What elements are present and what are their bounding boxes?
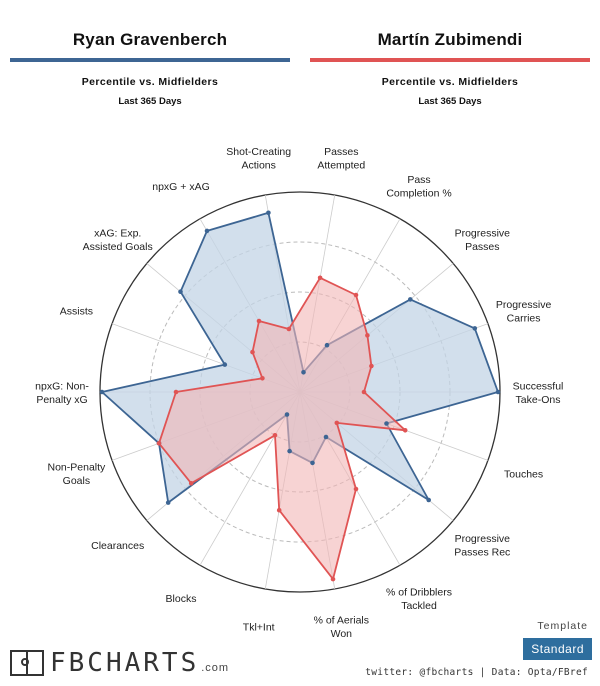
player-subtitle: Percentile vs. Midfielders bbox=[381, 76, 519, 88]
data-point bbox=[287, 448, 292, 454]
data-point bbox=[301, 370, 306, 375]
data-point bbox=[286, 326, 292, 332]
axis-label: Touches bbox=[504, 468, 543, 480]
data-point bbox=[408, 297, 413, 302]
data-point bbox=[178, 289, 183, 295]
data-point bbox=[260, 376, 265, 381]
axis-label: % of Aerials Won bbox=[314, 615, 369, 641]
data-point bbox=[323, 434, 329, 440]
axis-label: % of Dribblers Tackled bbox=[386, 586, 452, 612]
logo-suffix: .com bbox=[201, 662, 230, 674]
player-header-gravenberch: Ryan Gravenberch Percentile vs. Midfield… bbox=[10, 30, 290, 107]
data-point bbox=[330, 576, 336, 582]
axis-label: Tkl+Int bbox=[243, 621, 275, 633]
axis-label: Blocks bbox=[166, 593, 197, 605]
axis-label: Progressive Carries bbox=[496, 299, 552, 325]
data-point bbox=[426, 497, 432, 503]
player-period: Last 365 Days bbox=[118, 96, 182, 107]
data-point bbox=[99, 389, 105, 395]
data-point bbox=[272, 433, 278, 438]
template-label: Template bbox=[537, 620, 588, 632]
data-point bbox=[222, 362, 228, 367]
player-color-bar bbox=[310, 58, 590, 62]
player-name: Martín Zubimendi bbox=[377, 30, 523, 49]
pitch-icon bbox=[10, 650, 44, 676]
axis-label: Clearances bbox=[91, 540, 144, 552]
data-point bbox=[256, 318, 262, 324]
data-point bbox=[353, 292, 359, 298]
player-header-zubimendi: Martín Zubimendi Percentile vs. Midfield… bbox=[310, 30, 590, 107]
axis-label: Pass Completion % bbox=[386, 174, 451, 200]
data-point bbox=[204, 228, 210, 234]
fbcharts-logo: FBCHARTS .com bbox=[10, 648, 229, 678]
player-period: Last 365 Days bbox=[418, 96, 482, 107]
axis-label: Successful Take-Ons bbox=[513, 380, 564, 406]
data-point bbox=[188, 481, 194, 486]
data-point bbox=[317, 275, 323, 281]
data-point bbox=[361, 389, 367, 395]
data-point bbox=[165, 500, 171, 505]
axis-label: npxG: Non-Penalty xG bbox=[35, 380, 89, 406]
data-point bbox=[402, 428, 408, 433]
data-point bbox=[334, 420, 340, 426]
axis-label: Passes Attempted bbox=[317, 146, 365, 172]
template-select-button[interactable]: Standard bbox=[523, 638, 592, 660]
logo-text: FBCHARTS bbox=[50, 648, 200, 678]
data-point bbox=[250, 349, 255, 355]
axis-label: Assists bbox=[60, 306, 93, 318]
data-point bbox=[495, 389, 501, 395]
axis-label: Progressive Passes bbox=[455, 227, 511, 253]
axis-label: npxG + xAG bbox=[152, 181, 209, 193]
axis-label: Progressive Passes Rec bbox=[454, 533, 510, 559]
data-point bbox=[353, 486, 359, 492]
player-subtitle: Percentile vs. Midfielders bbox=[81, 76, 219, 88]
data-point bbox=[284, 412, 290, 417]
player-color-bar bbox=[10, 58, 290, 62]
data-point bbox=[266, 210, 271, 216]
data-point bbox=[310, 460, 315, 466]
credits: twitter: @fbcharts | Data: Opta/FBref bbox=[365, 667, 588, 678]
axis-label: Non-Penalty Goals bbox=[48, 462, 107, 488]
data-point bbox=[276, 507, 282, 513]
data-point bbox=[384, 421, 389, 426]
data-point bbox=[365, 333, 370, 338]
data-point bbox=[324, 342, 330, 348]
axis-label: Shot-Creating Actions bbox=[226, 146, 291, 172]
axis-label: xAG: Exp. Assisted Goals bbox=[83, 227, 153, 253]
data-point bbox=[156, 441, 162, 446]
data-point bbox=[173, 389, 179, 395]
data-point bbox=[472, 326, 478, 331]
player-name: Ryan Gravenberch bbox=[72, 30, 228, 49]
data-point bbox=[369, 363, 374, 369]
